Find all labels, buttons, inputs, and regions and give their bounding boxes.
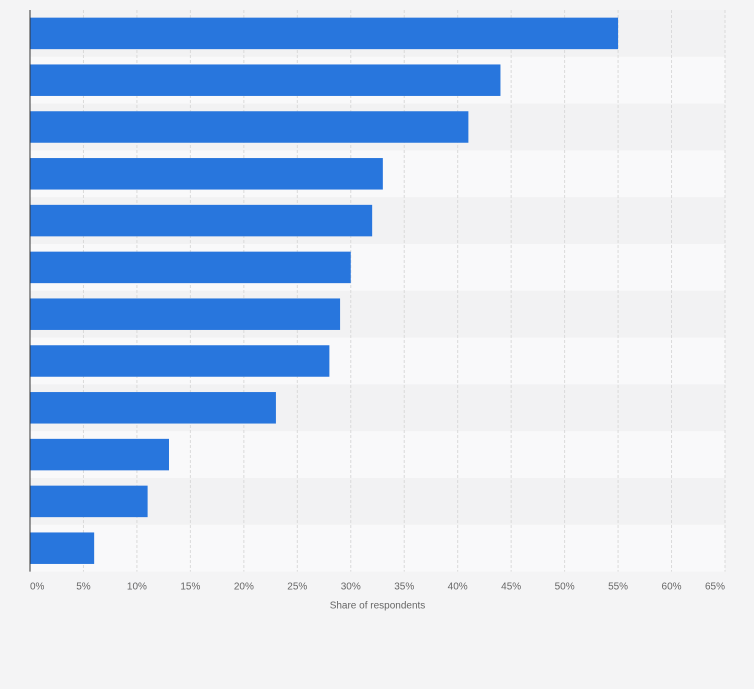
row-band [30, 524, 725, 572]
x-tick-label: 30% [341, 582, 361, 593]
x-tick-label: 10% [127, 582, 147, 593]
x-axis-title: Share of respondents [330, 601, 426, 612]
bar[interactable] [30, 64, 501, 96]
x-tick-label: 25% [287, 582, 307, 593]
x-tick-label: 55% [608, 582, 628, 593]
x-tick-label: 5% [76, 582, 91, 593]
bar[interactable] [30, 485, 148, 518]
x-tick-label: 60% [662, 582, 682, 593]
bar[interactable] [30, 111, 469, 143]
x-tick-label: 0% [30, 582, 45, 593]
x-tick-label: 15% [180, 582, 200, 593]
bar[interactable] [30, 251, 351, 284]
bar[interactable] [30, 532, 95, 564]
bar[interactable] [30, 392, 276, 424]
x-tick-label: 50% [555, 582, 575, 593]
bars [30, 17, 619, 564]
bar[interactable] [30, 298, 341, 330]
x-tick-label: 40% [448, 582, 468, 593]
bar[interactable] [30, 158, 383, 190]
x-tick-label: 65% [705, 582, 725, 593]
x-tick-label: 45% [501, 582, 521, 593]
gridlines [82, 10, 726, 572]
x-tick-label: 20% [234, 582, 254, 593]
x-tick-label: 35% [394, 582, 414, 593]
bar[interactable] [30, 438, 169, 471]
bar[interactable] [30, 345, 330, 377]
x-axis-tick-labels: 0% 5% 10% 15% 20% 25% 30% 35% 40% 45% 50% 55% 60% 65% [30, 582, 725, 593]
bar[interactable] [30, 204, 373, 237]
bar[interactable] [30, 17, 619, 50]
